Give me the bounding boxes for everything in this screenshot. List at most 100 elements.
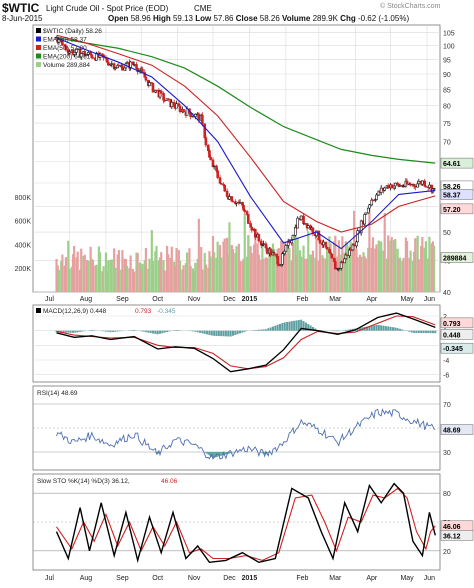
volume-bar: [181, 269, 184, 292]
macd-histogram-bar: [420, 330, 423, 333]
volume-bar: [234, 253, 237, 292]
volume-bar: [249, 246, 252, 292]
sto-x-tick: May: [400, 575, 414, 582]
ema50-value-tag-bg: [440, 203, 474, 215]
candle-body: [114, 67, 117, 70]
price-y-tick: 75: [443, 121, 451, 128]
rsi-oversold-fill: [224, 452, 226, 455]
volume-bar: [287, 242, 290, 292]
macd-histogram-bar: [288, 321, 291, 331]
macd-histogram-bar: [344, 330, 347, 331]
macd-histogram-bar: [274, 325, 277, 331]
volume-bar: [213, 252, 216, 292]
volume-bar: [194, 262, 197, 292]
volume-bar: [281, 242, 284, 292]
macd-histogram-bar: [300, 319, 303, 331]
sto-d-line: [56, 487, 436, 561]
volume-bar: [207, 267, 210, 292]
volume-bar: [78, 269, 82, 292]
rsi-oversold-fill: [267, 452, 269, 453]
macd-histogram-bar: [281, 323, 284, 331]
volume-bar: [200, 247, 203, 292]
rsi-panel: [32, 385, 441, 471]
volume-bar: [155, 245, 158, 292]
macd-histogram-bar: [107, 330, 110, 332]
candle-body: [334, 261, 337, 270]
close-value-tag: 58.26: [443, 184, 461, 191]
macd-histogram-bar: [373, 325, 376, 331]
volume-bar: [310, 254, 313, 292]
macd-histogram-bar: [429, 330, 432, 334]
candle-body: [366, 207, 370, 214]
candle-body: [110, 63, 114, 65]
price-x-tick: Apr: [366, 296, 378, 303]
rsi-oversold-fill: [221, 452, 223, 456]
volume-bar: [250, 252, 253, 292]
volume-bar: [128, 268, 131, 292]
volume-bar: [360, 256, 363, 292]
volume-bar: [196, 258, 199, 292]
volume-bar: [363, 256, 366, 292]
legend-swatch: [36, 53, 41, 59]
macd-histogram-bar: [304, 322, 307, 331]
macd-histogram-bar: [302, 321, 305, 331]
rsi-legend: RSI(14) 48.69: [37, 390, 78, 397]
volume-bar: [141, 263, 144, 292]
macd-histogram-bar: [319, 330, 322, 331]
volume-bar: [374, 248, 377, 292]
candle-body: [269, 248, 272, 256]
candle-body: [144, 77, 148, 81]
volume-bar: [185, 252, 189, 292]
candle-body: [242, 205, 245, 211]
volume-bar: [170, 246, 173, 292]
candle-body: [245, 211, 249, 215]
candle-body: [402, 185, 405, 188]
macd-legend-macd: MACD(12,26,9) 0.448: [43, 308, 107, 315]
volume-bar: [67, 240, 70, 292]
volume-bar: [378, 251, 382, 292]
macd-histogram-bar: [133, 329, 136, 331]
volume-bar: [148, 258, 151, 292]
volume-bar: [275, 254, 278, 292]
volume-bar: [345, 242, 349, 292]
candle-body: [170, 102, 174, 108]
macd-histogram-bar: [154, 330, 157, 334]
sto-x-tick: Jun: [424, 575, 435, 582]
candle-body: [413, 185, 417, 188]
candle-body: [231, 200, 235, 203]
candle-body: [90, 54, 94, 58]
volume-bar: [416, 235, 419, 292]
macd-histogram-bar: [220, 330, 223, 337]
price-y-tick: 50: [443, 230, 451, 237]
candle-body: [417, 180, 421, 185]
macd-y-tick: 2: [443, 314, 447, 321]
macd-histogram-bar: [366, 326, 369, 331]
volume-bar: [398, 257, 402, 292]
volume-bar: [303, 258, 306, 292]
volume-bar: [124, 259, 128, 292]
volume-bar: [362, 252, 365, 292]
volume-bar: [133, 271, 136, 292]
volume-bar: [98, 252, 102, 292]
rsi-oversold-fill: [219, 452, 221, 457]
price-x-tick: 2015: [242, 296, 258, 303]
candle-body: [330, 253, 334, 259]
candle-body: [325, 246, 329, 250]
volume-bar: [162, 260, 165, 292]
volume-bar: [173, 261, 176, 292]
volume-bar: [390, 237, 393, 292]
volume-bar: [353, 210, 356, 292]
candle-body: [390, 184, 394, 189]
volume-bar: [291, 242, 295, 292]
volume-bar: [358, 254, 362, 292]
volume-bar: [123, 258, 126, 292]
volume-bar: [261, 247, 264, 292]
macd-histogram-bar: [74, 330, 77, 333]
candle-body: [211, 159, 215, 167]
rsi-oversold-fill: [157, 452, 159, 455]
volume-bar: [82, 256, 85, 292]
macd-histogram-bar: [114, 330, 117, 332]
macd-histogram-bar: [424, 330, 427, 334]
volume-bar: [83, 254, 86, 292]
